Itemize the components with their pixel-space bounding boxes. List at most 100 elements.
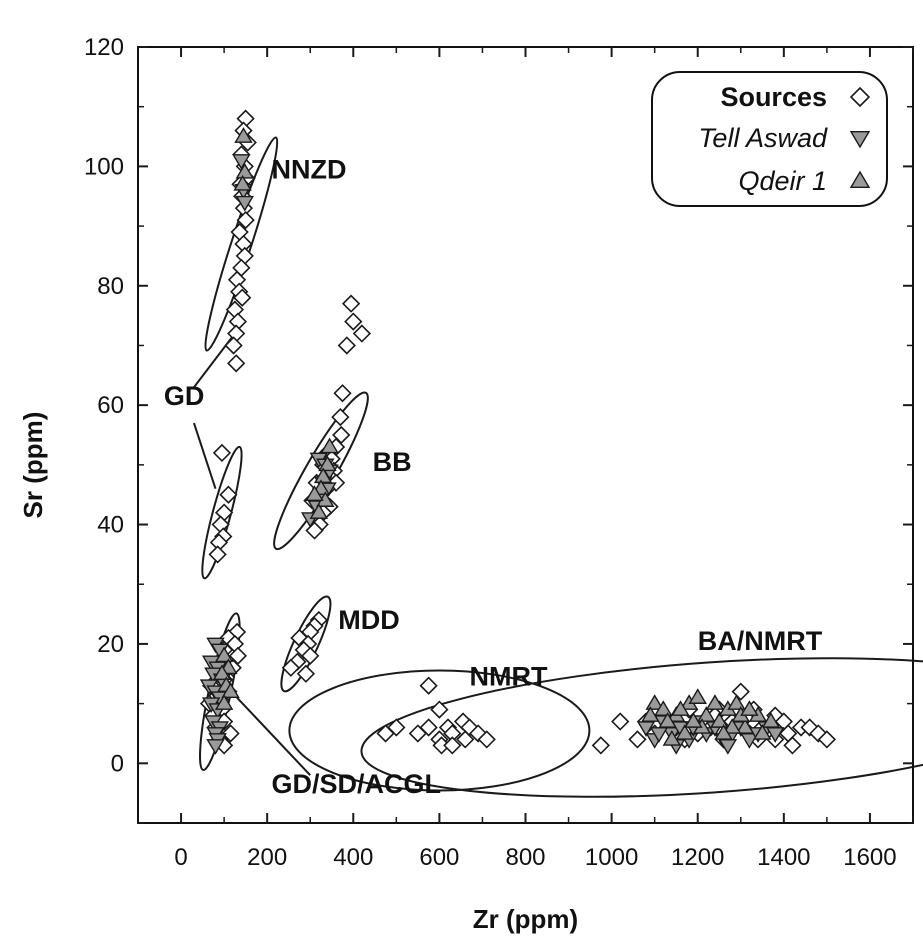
point-sources — [219, 485, 238, 504]
point-qdeir-1 — [722, 718, 742, 734]
legend-marker — [849, 170, 871, 188]
point-sources — [443, 736, 462, 755]
legend-label-sources: Sources — [720, 82, 827, 112]
x-tick-label: 800 — [505, 844, 545, 871]
point-sources — [817, 730, 837, 749]
y-tick-label: 40 — [97, 512, 124, 539]
point-sources — [352, 324, 372, 343]
group-label-gd-sd-acgl: GD/SD/ACGL — [271, 769, 441, 799]
point-sources — [337, 336, 356, 355]
point-tell-aswad — [718, 739, 738, 755]
y-tick-label: 20 — [97, 631, 124, 658]
point-sources — [456, 730, 475, 749]
group-label-bb: BB — [373, 447, 412, 477]
point-sources — [430, 700, 449, 719]
point-sources — [333, 384, 352, 403]
point-qdeir-1 — [740, 700, 759, 716]
point-sources — [227, 354, 246, 373]
point-sources — [296, 664, 316, 683]
point-tell-aswad — [636, 721, 656, 737]
x-tick-label: 1400 — [757, 844, 810, 871]
point-sources — [408, 724, 427, 743]
legend-marker — [849, 86, 871, 108]
point-sources — [233, 288, 252, 307]
group-label-nmrt: NMRT — [470, 662, 548, 692]
point-qdeir-1 — [662, 730, 682, 746]
point-sources — [208, 545, 227, 564]
x-axis-title: Zr (ppm) — [473, 904, 578, 934]
point-sources — [419, 676, 438, 695]
point-qdeir-1 — [214, 694, 234, 710]
point-sources — [376, 724, 395, 743]
legend: Sources Tell Aswad Qdeir 1 — [651, 71, 888, 207]
point-sources — [236, 210, 255, 230]
point-qdeir-1 — [735, 718, 755, 734]
x-tick-label: 1000 — [585, 844, 638, 871]
legend-marker — [849, 131, 871, 149]
point-qdeir-1 — [305, 485, 324, 501]
x-tick-label: 1200 — [671, 844, 724, 871]
point-sources — [469, 724, 488, 743]
point-sources — [331, 407, 350, 427]
x-tick-label: 600 — [419, 844, 459, 871]
group-ellipse — [360, 657, 923, 798]
point-sources — [301, 646, 320, 665]
point-sources — [477, 730, 496, 749]
point-sources — [341, 294, 361, 313]
group-ellipse — [204, 136, 279, 352]
point-sources — [212, 443, 232, 463]
point-qdeir-1 — [727, 694, 746, 710]
point-sources — [224, 336, 243, 355]
point-sources — [281, 658, 300, 677]
point-sources — [221, 724, 240, 743]
group-label-ba-nmrt: BA/NMRT — [698, 626, 823, 656]
point-qdeir-1 — [761, 712, 781, 728]
legend-label-qdeir-1: Qdeir 1 — [738, 166, 827, 196]
y-tick-label: 80 — [97, 273, 124, 300]
point-qdeir-1 — [221, 682, 240, 698]
point-qdeir-1 — [753, 724, 772, 740]
point-sources — [611, 712, 630, 731]
point-qdeir-1 — [688, 688, 707, 704]
point-qdeir-1 — [313, 467, 333, 484]
point-qdeir-1 — [675, 724, 695, 740]
axis-ticks: 0 200 400 600 800 1000 1200 1400 1600 0 20 40 60 80 10… — [84, 34, 914, 871]
point-tell-aswad — [235, 195, 255, 212]
y-axis-title: Sr (ppm) — [18, 412, 48, 519]
point-tell-aswad — [232, 154, 251, 170]
point-qdeir-1 — [309, 503, 329, 519]
group-label-nnzd: NNZD — [271, 154, 346, 184]
x-tick-label: 200 — [247, 844, 287, 871]
y-tick-label: 120 — [84, 34, 124, 61]
point-qdeir-1 — [714, 724, 733, 740]
point-qdeir-1 — [684, 712, 703, 728]
y-tick-label: 100 — [84, 153, 124, 180]
point-sources — [344, 312, 363, 331]
point-qdeir-1 — [710, 712, 729, 728]
legend-box — [651, 71, 888, 207]
x-tick-label: 400 — [333, 844, 373, 871]
x-tick-label: 0 — [174, 844, 187, 871]
group-labels: NNZD GD BB MDD NMRT BA/NMRT GD/SD/ACGL — [164, 154, 823, 799]
point-sources — [809, 724, 828, 743]
point-qdeir-1 — [697, 706, 716, 722]
point-qdeir-1 — [705, 694, 725, 710]
point-qdeir-1 — [212, 664, 232, 681]
point-qdeir-1 — [658, 712, 677, 728]
legend-label-tell-aswad: Tell Aswad — [698, 123, 828, 153]
y-tick-label: 0 — [111, 750, 124, 777]
point-qdeir-1 — [671, 700, 690, 716]
group-label-mdd: MDD — [338, 605, 400, 635]
point-qdeir-1 — [641, 706, 660, 722]
legend-markers — [849, 86, 871, 188]
group-ellipses — [198, 136, 923, 798]
point-sources — [628, 730, 647, 749]
point-qdeir-1 — [654, 700, 673, 716]
point-tell-aswad — [206, 739, 225, 755]
point-qdeir-1 — [320, 437, 339, 454]
point-qdeir-1 — [233, 174, 252, 191]
group-ellipse — [288, 669, 591, 792]
point-qdeir-1 — [235, 162, 255, 179]
